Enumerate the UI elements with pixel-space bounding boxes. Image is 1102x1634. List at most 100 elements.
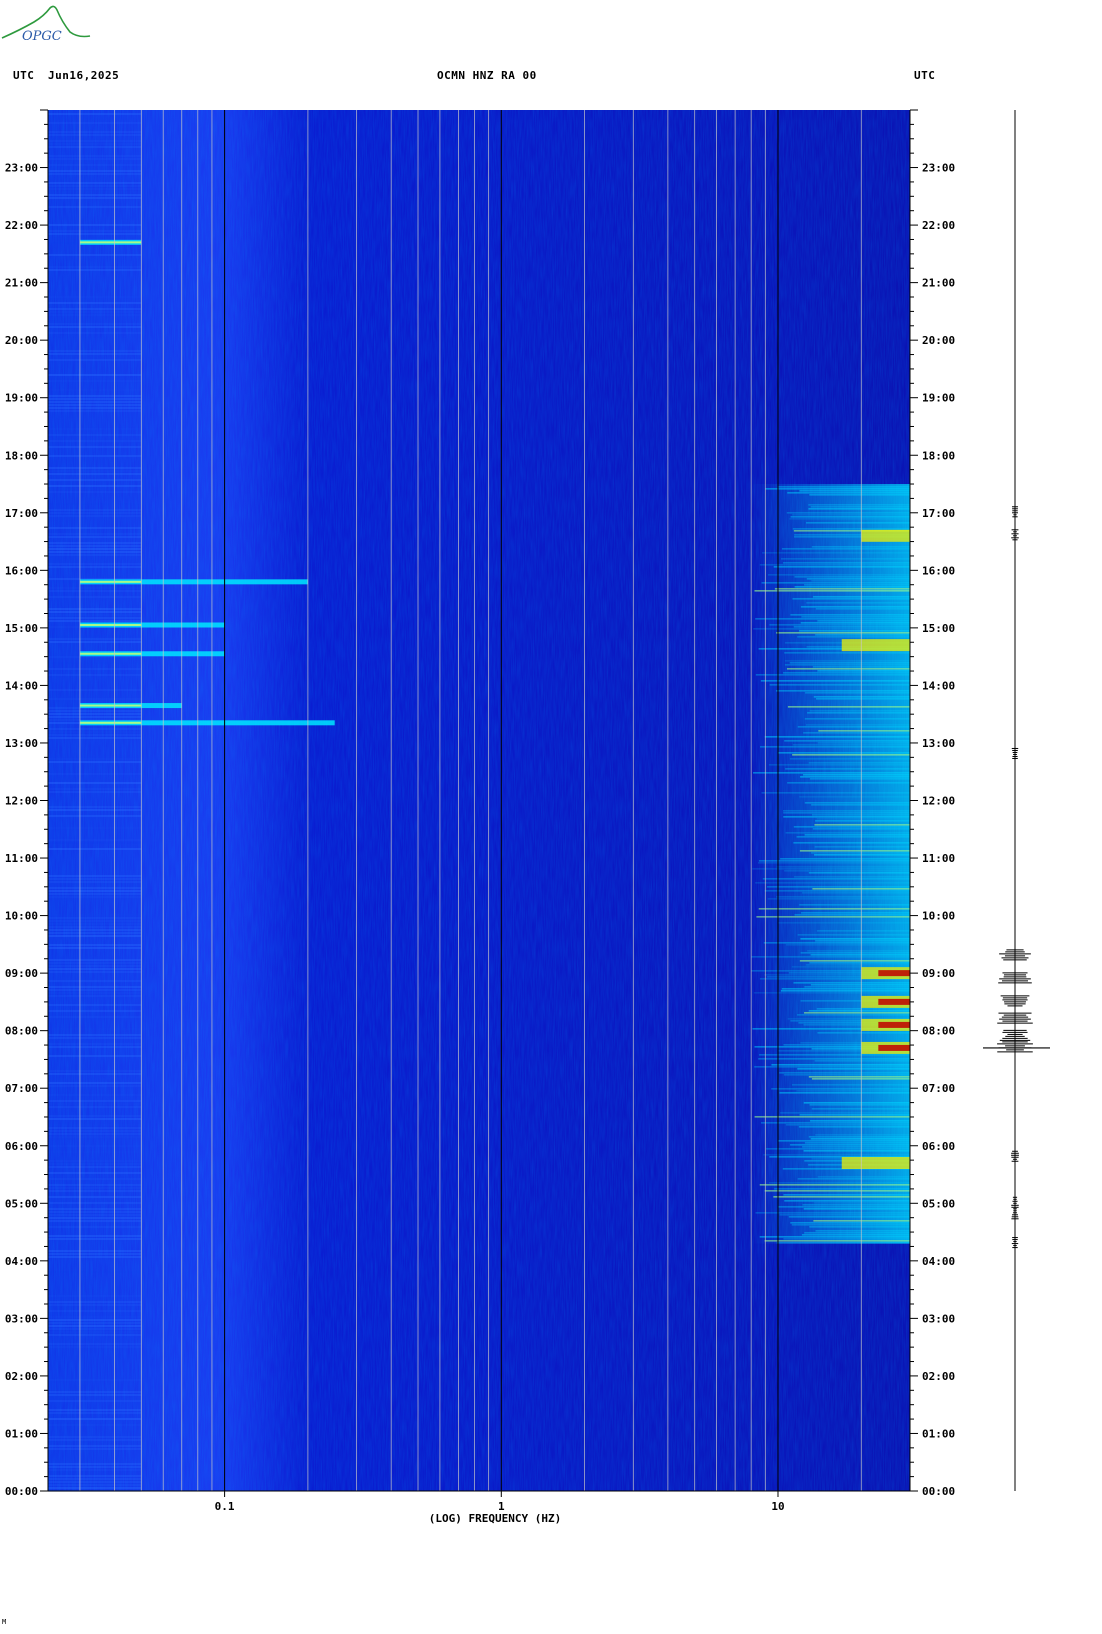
lf-stripe: [48, 761, 142, 763]
lf-stripe: [48, 1463, 142, 1465]
hf-streak: [787, 1018, 910, 1020]
lf-stripe: [48, 923, 142, 925]
hf-streak: [803, 1102, 910, 1104]
y-tick-label-right: 22:00: [922, 219, 955, 232]
hf-streak: [790, 516, 910, 518]
lf-stripe: [48, 374, 142, 376]
lf-stripe: [48, 1196, 142, 1198]
hf-streak: [813, 1202, 910, 1204]
lf-stripe: [48, 980, 142, 982]
hf-streak: [778, 752, 910, 754]
lf-stripe: [48, 1346, 142, 1348]
y-tick-label-left: 17:00: [5, 507, 38, 520]
y-tick-label-left: 06:00: [5, 1140, 38, 1153]
lf-stripe: [48, 1115, 142, 1117]
hf-streak: [761, 792, 910, 794]
hf-streak: [797, 934, 910, 936]
hf-streak: [793, 626, 910, 628]
lf-stripe: [48, 1202, 142, 1204]
hf-streak: [803, 1208, 910, 1210]
hf-streak: [771, 1088, 910, 1090]
lf-stripe: [48, 389, 141, 391]
hf-streak: [815, 1230, 910, 1232]
header-station: OCMN HNZ RA 00: [437, 69, 537, 82]
hf-streak: [809, 778, 910, 780]
hf-streak: [786, 512, 910, 514]
hf-streak: [768, 1182, 910, 1184]
hf-streak: [776, 632, 910, 634]
hf-streak: [803, 774, 910, 776]
hf-streak: [761, 552, 910, 554]
lf-stripe: [48, 734, 142, 736]
lf-stripe: [48, 1187, 142, 1189]
hf-streak: [791, 966, 910, 968]
lf-stripe: [48, 839, 142, 841]
hf-streak: [767, 574, 910, 576]
y-tick-label-left: 00:00: [5, 1485, 38, 1498]
hf-streak: [764, 736, 910, 738]
hf-streak: [755, 618, 910, 620]
hf-streak: [776, 896, 910, 898]
hf-streak: [817, 1032, 910, 1034]
lf-stripe: [48, 890, 142, 892]
lf-stripe: [48, 1325, 142, 1327]
hf-streak: [800, 606, 910, 608]
hf-streak: [780, 858, 910, 860]
hf-streak: [793, 982, 910, 984]
lf-stripe: [48, 488, 141, 490]
header-utc-right: UTC: [914, 69, 936, 82]
lf-stripe: [48, 350, 142, 352]
hf-streak: [808, 1136, 910, 1138]
hf-streak: [806, 522, 910, 524]
hf-streak: [804, 1142, 910, 1144]
lf-stripe: [48, 1178, 142, 1180]
lf-stripe: [48, 878, 142, 880]
lf-stripe: [48, 113, 142, 115]
lf-stripe: [48, 959, 142, 961]
hf-streak: [792, 754, 910, 756]
y-tick-label-right: 09:00: [922, 967, 955, 980]
lf-stripe: [48, 338, 141, 340]
hf-streak: [810, 506, 910, 508]
hf-streak: [787, 492, 910, 494]
y-tick-label-right: 05:00: [922, 1197, 955, 1210]
hf-streak: [796, 836, 910, 838]
hf-streak: [754, 1116, 910, 1118]
lf-stripe: [48, 1481, 142, 1483]
hf-streak: [783, 816, 910, 818]
lf-stripe: [48, 731, 142, 733]
hf-streak: [785, 832, 910, 834]
lf-stripe: [48, 1334, 142, 1336]
lf-stripe: [48, 1394, 142, 1396]
hf-streak: [799, 490, 910, 492]
axes: 00:00 00:00 01:00 01:00 02:00 02:00 03:00 03:00…: [5, 109, 955, 1525]
lf-stripe: [48, 1184, 142, 1186]
lf-stripe: [48, 875, 142, 877]
lf-stripe: [48, 536, 142, 538]
lf-stripe: [48, 1295, 142, 1297]
hf-streak: [764, 1240, 910, 1242]
lf-stripe: [48, 1073, 142, 1075]
lf-stripe: [48, 791, 142, 793]
hf-streak: [800, 938, 910, 940]
lf-stripe: [48, 806, 142, 808]
lf-stripe: [48, 1256, 142, 1258]
y-tick-label-left: 07:00: [5, 1082, 38, 1095]
header-date: Jun16,2025: [48, 69, 120, 82]
hf-streak: [783, 1194, 910, 1196]
hf-streak: [808, 1076, 910, 1078]
lf-stripe: [48, 842, 141, 844]
lf-stripe: [48, 668, 142, 670]
hf-streak: [806, 578, 910, 580]
lf-stripe: [48, 986, 142, 988]
y-tick-label-right: 11:00: [922, 852, 955, 865]
hf-streak: [760, 746, 910, 748]
hf-streak: [791, 514, 910, 516]
x-tick-label: 0.1: [215, 1500, 235, 1513]
hf-streak: [809, 1226, 910, 1228]
hf-streak: [784, 660, 910, 662]
lf-stripe: [48, 1310, 142, 1312]
lf-stripe: [48, 473, 142, 475]
lf-stripe: [48, 407, 142, 409]
lf-stripe: [48, 143, 142, 145]
